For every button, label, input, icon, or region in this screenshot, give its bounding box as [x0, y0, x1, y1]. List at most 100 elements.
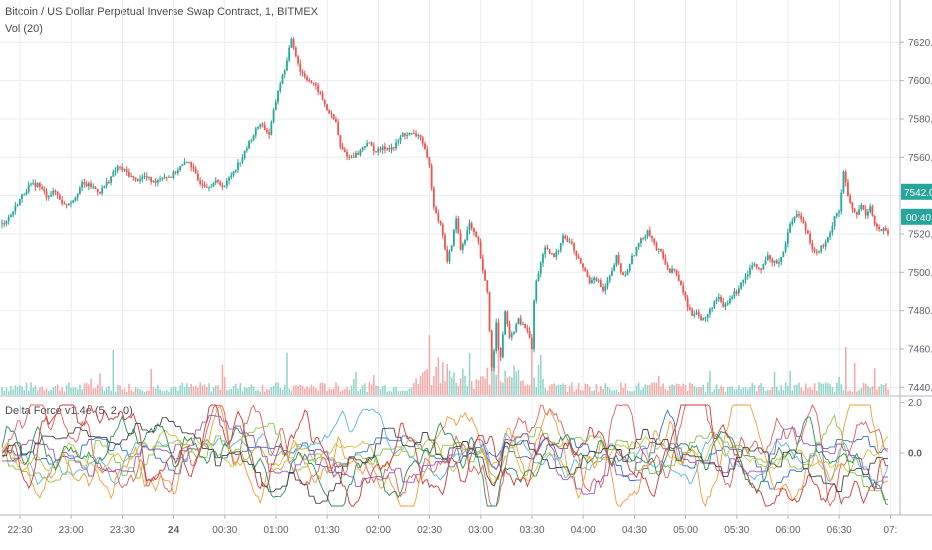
volume-bar: [802, 390, 805, 395]
candle-body: [813, 249, 816, 252]
candle-body: [245, 148, 248, 151]
volume-bar: [453, 372, 455, 395]
candle-body: [851, 202, 854, 210]
volume-bar: [355, 371, 357, 395]
volume-bar: [81, 389, 83, 395]
candle-body: [110, 176, 112, 183]
candle-body: [711, 307, 714, 309]
volume-bar: [63, 391, 66, 395]
volume-bar: [430, 385, 433, 395]
candle-body: [664, 258, 667, 265]
volume-bar: [789, 370, 791, 395]
volume-bar: [517, 369, 520, 395]
candle-body: [639, 238, 642, 244]
indicator-series-line: [1, 415, 889, 507]
volume-bar: [128, 383, 130, 395]
volume-bar: [760, 382, 762, 395]
volume-bar: [259, 391, 262, 395]
candle-body: [355, 152, 357, 158]
candle-body: [517, 318, 520, 325]
candle-body: [237, 162, 239, 170]
volume-bar: [335, 382, 337, 395]
candle-body: [303, 73, 306, 77]
candle-body: [615, 255, 618, 266]
volume-bar: [344, 388, 346, 395]
volume-bar: [159, 389, 161, 395]
volume-bar: [531, 343, 533, 395]
candle-body: [199, 180, 202, 184]
candle-body: [577, 256, 580, 259]
volume-bar: [646, 385, 649, 395]
candle-body: [595, 277, 598, 281]
volume-bar: [321, 382, 324, 395]
candle-body: [201, 183, 204, 185]
volume-bar: [818, 382, 820, 395]
candle-body: [228, 177, 230, 181]
candle-body: [239, 162, 242, 164]
volume-bar: [718, 388, 720, 395]
volume-bar: [885, 383, 887, 395]
candle-body: [611, 270, 613, 276]
candle-body: [504, 311, 507, 335]
volume-bar: [633, 390, 636, 395]
volume-bar: [143, 391, 146, 395]
candle-body: [441, 224, 444, 236]
volume-bar: [479, 376, 482, 395]
candle-body: [16, 205, 19, 207]
volume-bar: [502, 382, 504, 395]
candle-body: [858, 209, 860, 215]
candle-body: [673, 268, 676, 271]
candle-body: [299, 63, 302, 72]
volume-bar: [706, 382, 709, 395]
candle-body: [346, 151, 348, 157]
candle-body: [430, 165, 433, 189]
volume-bar: [168, 391, 170, 395]
volume-bar: [658, 375, 660, 395]
volume-bar: [137, 388, 139, 395]
volume-bar: [16, 387, 19, 395]
volume-bar: [751, 382, 754, 395]
volume-bar: [604, 382, 607, 395]
volume-bar: [324, 383, 326, 395]
indicator-tick-label: 2.0: [908, 398, 922, 409]
volume-bar: [586, 383, 589, 395]
candle-body: [332, 114, 335, 120]
volume-bar: [876, 389, 878, 395]
volume-bar: [729, 386, 731, 395]
candle-body: [103, 185, 106, 188]
candle-body: [780, 256, 783, 263]
volume-bar: [544, 388, 546, 395]
volume-bar: [546, 390, 549, 395]
volume-bar: [495, 374, 498, 395]
volume-bar: [462, 368, 464, 395]
candle-body: [599, 280, 602, 287]
volume-bar: [446, 363, 449, 395]
candle-body: [268, 132, 271, 135]
candle-body: [717, 296, 720, 300]
price-tick-label: 7620.0: [908, 38, 932, 49]
candle-body: [383, 146, 386, 150]
volume-bar: [804, 383, 807, 395]
candle-body: [21, 194, 23, 200]
candle-body: [800, 215, 803, 220]
candle-body: [252, 135, 255, 141]
candle-body: [495, 322, 498, 351]
volume-bar: [317, 390, 319, 395]
volume-bar: [319, 382, 322, 395]
countdown-badge-bg: [901, 208, 932, 225]
candle-body: [633, 255, 636, 257]
candle-body: [853, 209, 856, 212]
volume-bar: [141, 390, 144, 395]
candle-body: [784, 243, 787, 252]
volume-bar: [635, 385, 638, 395]
volume-bar: [241, 391, 244, 395]
candle-body: [27, 184, 30, 192]
volume-bar: [65, 385, 68, 395]
volume-bar: [34, 385, 37, 395]
volume-bar: [246, 387, 248, 395]
candle-body: [12, 211, 15, 215]
volume-bar: [361, 385, 364, 395]
candle-body: [359, 149, 362, 155]
candle-body: [566, 238, 569, 242]
